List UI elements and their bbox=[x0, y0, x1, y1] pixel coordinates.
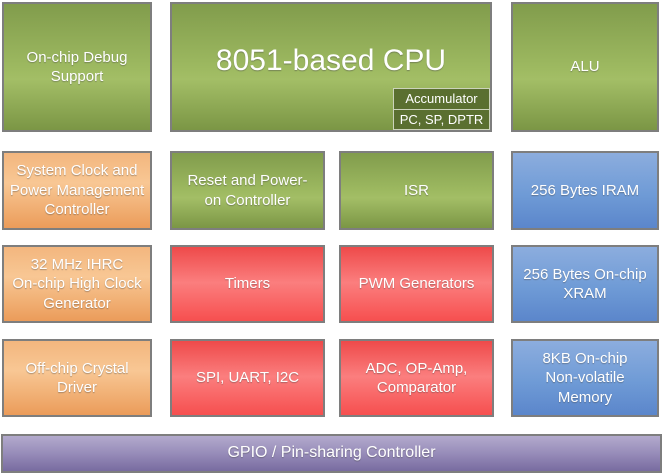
block-label: GPIO / Pin-sharing Controller bbox=[227, 444, 436, 462]
accumulator-label: Accumulator bbox=[405, 91, 478, 107]
block-adc-opamp-comparator: ADC, OP-Amp, Comparator bbox=[339, 339, 494, 417]
block-label: 8KB On-chip Non-volatile Memory bbox=[542, 349, 628, 406]
block-label: ADC, OP-Amp, Comparator bbox=[365, 359, 468, 397]
block-label: 256 Bytes IRAM bbox=[530, 181, 640, 199]
block-spi-uart-i2c: SPI, UART, I2C bbox=[170, 339, 325, 417]
block-system-clock-power-management: System Clock and Power Management Contro… bbox=[2, 151, 152, 230]
block-gpio-pin-sharing-controller: GPIO / Pin-sharing Controller bbox=[1, 434, 662, 473]
block-label: Off-chip Crystal Driver bbox=[25, 359, 129, 397]
block-label: SPI, UART, I2C bbox=[195, 369, 300, 387]
block-reset-power-on-controller: Reset and Power- on Controller bbox=[170, 151, 325, 230]
block-label: ALU bbox=[570, 58, 600, 76]
block-isr: ISR bbox=[339, 151, 494, 230]
block-32mhz-ihrc-clock-generator: 32 MHz IHRC On-chip High Clock Generator bbox=[2, 245, 152, 323]
block-on-chip-debug-support: On-chip Debug Support bbox=[2, 2, 152, 132]
block-256-bytes-xram: 256 Bytes On-chip XRAM bbox=[511, 245, 659, 323]
block-label: ISR bbox=[403, 181, 429, 199]
block-256-bytes-iram: 256 Bytes IRAM bbox=[511, 151, 659, 230]
block-8051-cpu: 8051-based CPU Accumulator PC, SP, DPTR bbox=[170, 2, 492, 132]
block-label: Reset and Power- on Controller bbox=[187, 172, 308, 209]
block-label: 32 MHz IHRC On-chip High Clock Generator bbox=[12, 255, 142, 312]
block-label: On-chip Debug Support bbox=[26, 48, 128, 86]
block-alu: ALU bbox=[511, 2, 659, 132]
block-label: PWM Generators bbox=[358, 275, 475, 293]
block-accumulator-registers: Accumulator PC, SP, DPTR bbox=[393, 88, 490, 130]
block-label: Timers bbox=[224, 275, 271, 293]
registers-label: PC, SP, DPTR bbox=[394, 108, 489, 130]
block-label: 256 Bytes On-chip XRAM bbox=[523, 265, 647, 303]
block-label: 8051-based CPU bbox=[215, 43, 447, 77]
block-timers: Timers bbox=[170, 245, 325, 323]
block-pwm-generators: PWM Generators bbox=[339, 245, 494, 323]
block-8kb-non-volatile-memory: 8KB On-chip Non-volatile Memory bbox=[511, 339, 659, 417]
block-label: System Clock and Power Management Contro… bbox=[9, 162, 145, 219]
block-off-chip-crystal-driver: Off-chip Crystal Driver bbox=[2, 339, 152, 417]
